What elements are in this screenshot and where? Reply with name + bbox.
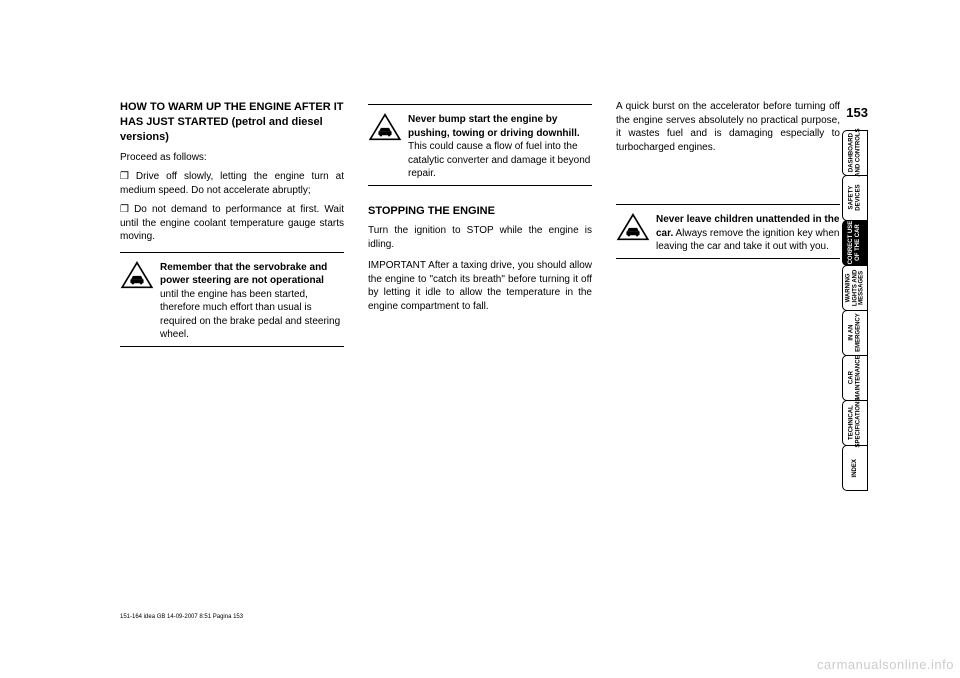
column-1: HOW TO WARM UP THE ENGINE AFTER IT HAS J… <box>120 100 344 580</box>
col1-li2: ❒ Do not demand to performance at first.… <box>120 203 344 244</box>
rule <box>616 204 840 205</box>
tab-safety[interactable]: SAFETY DEVICES <box>842 175 868 221</box>
col2-warn1-rest: This could cause a flow of fuel into the… <box>408 141 590 179</box>
col1-warning: Remember that the servobrake and power s… <box>120 252 344 347</box>
section-tabs: DASHBOARD AND CONTROLS SAFETY DEVICES CO… <box>842 130 868 490</box>
tab-maintenance[interactable]: CAR MAINTENANCE <box>842 355 868 401</box>
col1-li1: ❒ Drive off slowly, letting the engine t… <box>120 170 344 197</box>
rule <box>120 346 344 347</box>
col1-warn-rest: until the engine has been started, there… <box>160 289 340 341</box>
col3-p1: A quick burst on the accelerator before … <box>616 100 840 154</box>
rule <box>120 252 344 253</box>
tab-index[interactable]: INDEX <box>842 445 868 491</box>
footer-code: 151-164 idea GB 14-09-2007 8:51 Pagina 1… <box>120 614 243 620</box>
watermark: carmanualsonline.info <box>817 657 954 672</box>
col2-p1: Turn the ignition to STOP while the engi… <box>368 224 592 251</box>
warning-car-icon <box>368 113 402 141</box>
rule <box>368 185 592 186</box>
col3-warn-text: Never leave children unattended in the c… <box>656 213 840 254</box>
column-2: Never bump start the engine by pushing, … <box>368 100 592 580</box>
col3-warning: Never leave children unattended in the c… <box>616 204 840 259</box>
page-number: 153 <box>846 105 868 120</box>
col1-warn-text: Remember that the servobrake and power s… <box>160 261 344 342</box>
col2-warn1-bold: Never bump start the engine by pushing, … <box>408 114 580 139</box>
rule <box>368 104 592 105</box>
col2-p2: IMPORTANT After a taxing drive, you shou… <box>368 259 592 313</box>
tab-specifications[interactable]: TECHNICAL SPECIFICATIONS <box>842 400 868 446</box>
col2-warning: Never bump start the engine by pushing, … <box>368 104 592 186</box>
rule <box>616 258 840 259</box>
tab-warning-lights[interactable]: WARNING LIGHTS AND MESSAGES <box>842 265 868 311</box>
col1-warn-bold: Remember that the servobrake and power s… <box>160 262 327 287</box>
column-3: A quick burst on the accelerator before … <box>616 100 840 580</box>
tab-emergency[interactable]: IN AN EMERGENCY <box>842 310 868 356</box>
warning-car-icon <box>120 261 154 289</box>
tab-correct-use[interactable]: CORRECT USE OF THE CAR <box>842 220 868 266</box>
col2-heading: STOPPING THE ENGINE <box>368 204 592 219</box>
col1-heading: HOW TO WARM UP THE ENGINE AFTER IT HAS J… <box>120 100 344 145</box>
col3-warn-rest: Always remove the ignition key when leav… <box>656 228 839 253</box>
page-content: HOW TO WARM UP THE ENGINE AFTER IT HAS J… <box>120 100 840 580</box>
tab-dashboard[interactable]: DASHBOARD AND CONTROLS <box>842 130 868 176</box>
warning-car-icon <box>616 213 650 241</box>
col1-p1: Proceed as follows: <box>120 151 344 165</box>
col2-warn1-text: Never bump start the engine by pushing, … <box>408 113 592 181</box>
